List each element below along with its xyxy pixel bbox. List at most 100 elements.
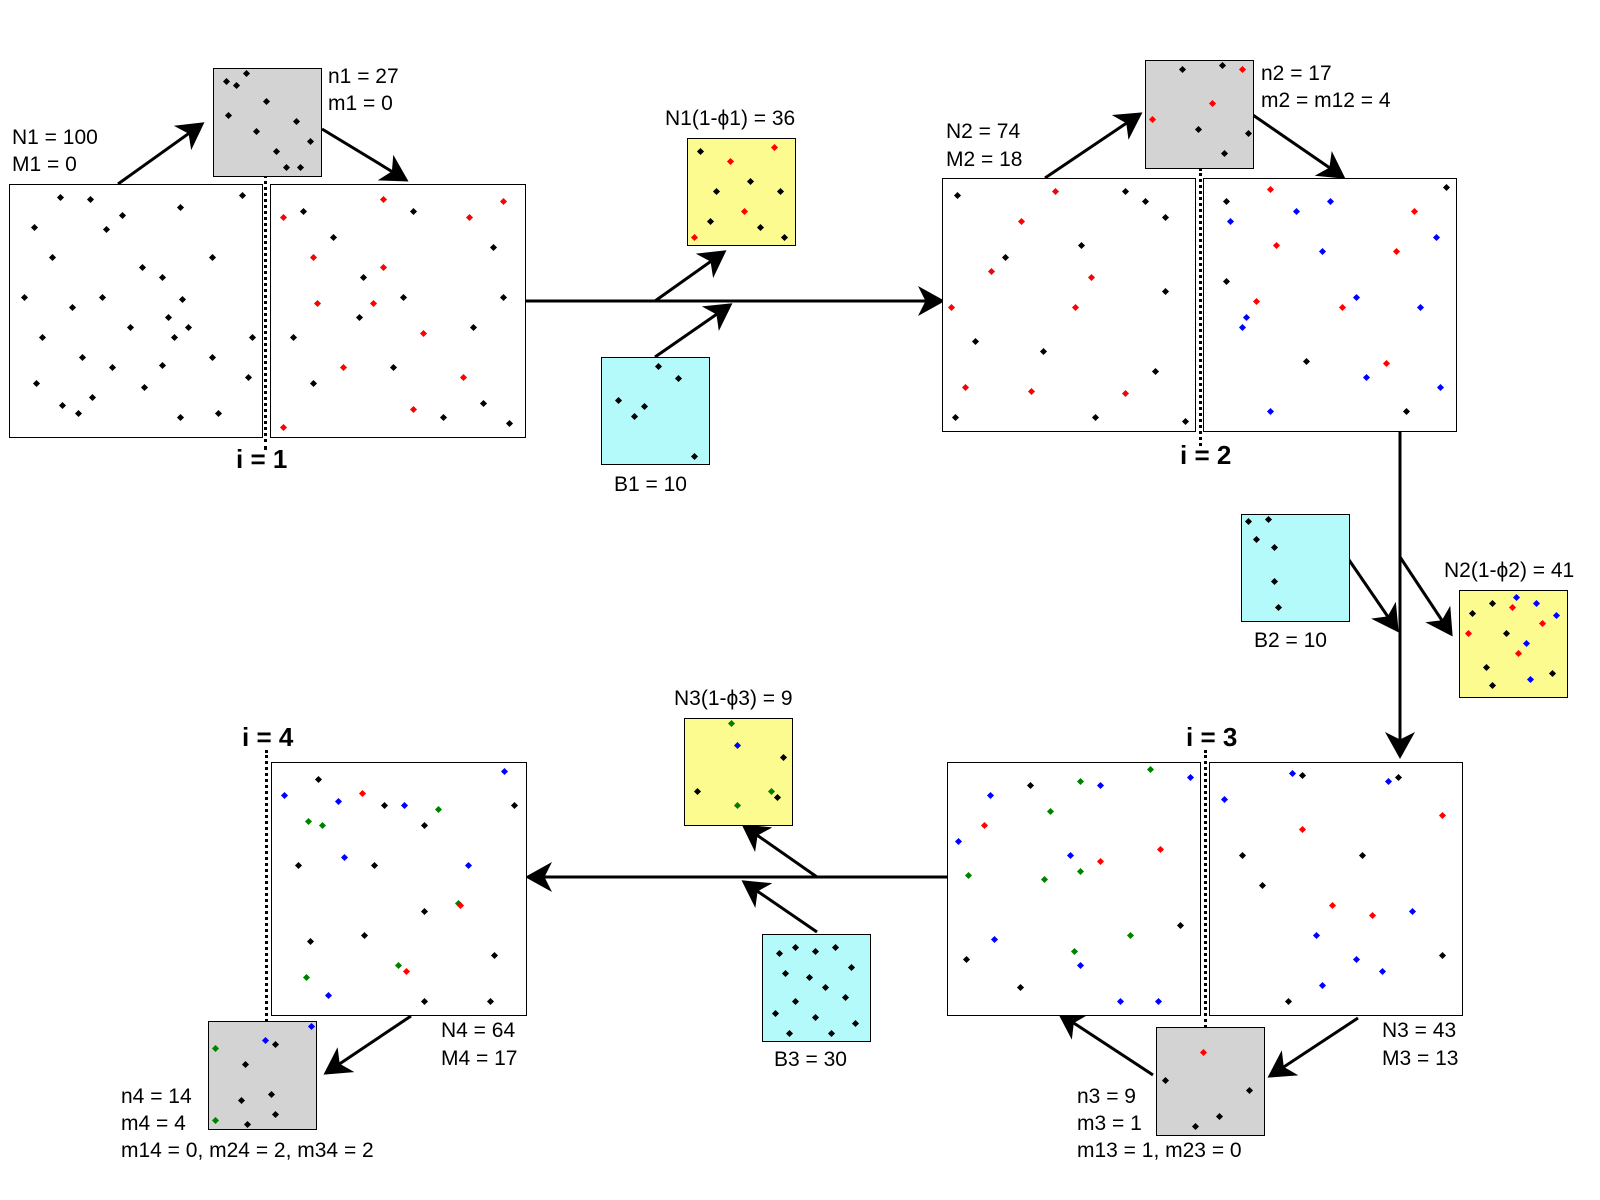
animal-marker-black (1298, 771, 1307, 780)
animal-marker-black (420, 907, 429, 916)
animal-marker-red (1298, 825, 1307, 834)
animal-marker-red (1199, 1048, 1208, 1057)
animal-marker-blue (986, 791, 995, 800)
animal-marker-red (1328, 901, 1337, 910)
animal-marker-blue (1408, 907, 1417, 916)
animal-marker-black (821, 983, 830, 992)
animal-marker-red (499, 197, 508, 206)
animal-marker-black (267, 1090, 276, 1099)
animal-marker-blue (1362, 373, 1371, 382)
arrow-release-2 (1249, 111, 1346, 179)
animal-marker-blue (1116, 997, 1125, 1006)
animal-marker-black (693, 787, 702, 796)
animal-marker-black (244, 373, 253, 382)
births-label-2: B2 = 10 (1254, 629, 1327, 652)
animal-marker-black (1191, 1122, 1200, 1131)
animal-marker-green (394, 961, 403, 970)
animal-marker-black (1358, 851, 1367, 860)
animal-marker-red (1121, 389, 1130, 398)
animal-marker-red (1464, 629, 1473, 638)
animal-marker-black (359, 273, 368, 282)
animal-marker-black (289, 333, 298, 342)
animal-marker-red (1156, 845, 1165, 854)
animal-marker-green (318, 821, 327, 830)
animal-marker-green (767, 787, 776, 796)
animal-marker-black (953, 191, 962, 200)
animal-marker-black (164, 313, 173, 322)
sample-size-label-4: n4 = 14 (121, 1085, 192, 1108)
occasion-divider-2 (1199, 168, 1202, 446)
animal-marker-black (1482, 663, 1491, 672)
animal-marker-blue (1326, 197, 1335, 206)
animal-marker-black (1091, 413, 1100, 422)
population-panel-2-after (1203, 178, 1457, 432)
animal-marker-blue (1532, 599, 1541, 608)
recaptures-label-3: m3 = 1 (1077, 1112, 1142, 1135)
animal-marker-red (279, 213, 288, 222)
animal-marker-black (479, 399, 488, 408)
occasion-label-2: i = 2 (1180, 440, 1232, 470)
losses-panel-3 (684, 718, 793, 826)
animal-marker-black (1284, 997, 1293, 1006)
animal-marker-red (1368, 911, 1377, 920)
animal-marker-green (304, 817, 313, 826)
animal-marker-red (1148, 115, 1157, 124)
animal-marker-black (1302, 357, 1311, 366)
animal-marker-blue (1242, 313, 1251, 322)
animal-marker-red (379, 263, 388, 272)
animal-marker-red (456, 901, 465, 910)
animal-marker-black (1238, 851, 1247, 860)
animal-marker-blue (340, 853, 349, 862)
sample-panel-3 (1156, 1027, 1265, 1136)
animal-marker-black (1468, 609, 1477, 618)
animal-marker-black (88, 393, 97, 402)
animal-marker-black (118, 211, 127, 220)
animal-marker-black (1394, 773, 1403, 782)
animal-marker-black (811, 947, 820, 956)
animal-marker-red (1392, 247, 1401, 256)
animal-marker-black (32, 379, 41, 388)
recaptures-detail-label-4: m14 = 0, m24 = 2, m34 = 2 (121, 1139, 374, 1162)
animal-marker-black (138, 263, 147, 272)
animal-marker-black (499, 293, 508, 302)
animal-marker-red (770, 143, 779, 152)
animal-marker-green (302, 973, 311, 982)
animal-marker-black (292, 117, 301, 126)
arrow-sample-1 (117, 122, 205, 186)
occasion-label-3: i = 3 (1186, 722, 1238, 752)
animal-marker-blue (1292, 207, 1301, 216)
animal-marker-black (294, 861, 303, 870)
animal-marker-red (358, 789, 367, 798)
animal-marker-black (98, 293, 107, 302)
animal-marker-black (630, 412, 639, 421)
marked-count-label-3: M3 = 13 (1382, 1047, 1459, 1070)
animal-marker-black (126, 323, 135, 332)
animal-marker-black (309, 379, 318, 388)
animal-marker-blue (1378, 967, 1387, 976)
animal-marker-black (252, 127, 261, 136)
animal-marker-black (20, 293, 29, 302)
animal-marker-black (242, 69, 251, 78)
animal-marker-red (961, 383, 970, 392)
animal-marker-black (827, 1029, 836, 1038)
births-panel-3 (762, 934, 871, 1042)
population-panel-4 (271, 762, 527, 1016)
arrow-release-1 (321, 127, 409, 182)
animal-marker-red (1096, 857, 1105, 866)
animal-marker-green (1076, 867, 1085, 876)
arrow-loss-2 (1398, 556, 1453, 637)
animal-marker-green (1046, 807, 1055, 816)
animal-marker-blue (334, 797, 343, 806)
animal-marker-black (1218, 61, 1227, 70)
animal-marker-black (389, 363, 398, 372)
marked-count-label-4: M4 = 17 (441, 1047, 518, 1070)
animal-marker-black (222, 77, 231, 86)
animal-marker-black (314, 775, 323, 784)
animal-marker-black (712, 187, 721, 196)
population-size-label-4: N4 = 64 (441, 1019, 516, 1042)
animal-marker-black (1488, 681, 1497, 690)
animal-marker-black (614, 396, 623, 405)
animal-marker-black (420, 997, 429, 1006)
animal-marker-black (1244, 517, 1253, 526)
